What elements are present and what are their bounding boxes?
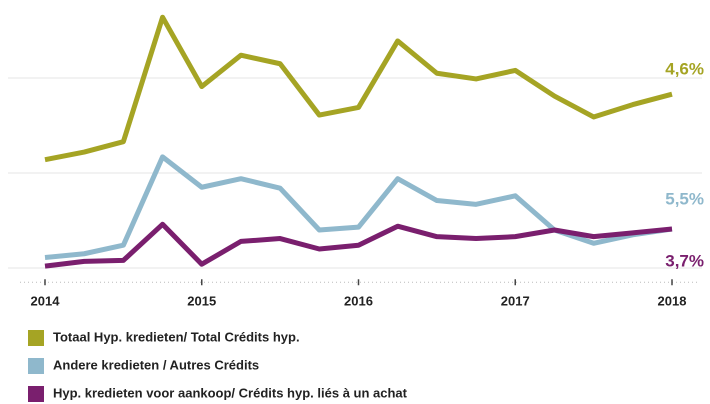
legend-swatch bbox=[28, 358, 44, 374]
legend-label: Andere kredieten / Autres Crédits bbox=[53, 357, 259, 372]
series-line bbox=[44, 14, 673, 163]
end-label: 5,5% bbox=[665, 190, 704, 209]
x-tick-label: 2017 bbox=[501, 294, 530, 309]
end-label: 3,7% bbox=[665, 252, 704, 271]
legend-label: Hyp. kredieten voor aankoop/ Crédits hyp… bbox=[53, 385, 408, 400]
end-label: 4,6% bbox=[665, 60, 704, 79]
legend-label: Totaal Hyp. kredieten/ Total Crédits hyp… bbox=[53, 329, 300, 344]
series-line bbox=[44, 221, 673, 269]
x-tick-label: 2016 bbox=[344, 294, 373, 309]
legend-swatch bbox=[28, 386, 44, 402]
x-tick-label: 2014 bbox=[31, 294, 61, 309]
x-tick-label: 2015 bbox=[187, 294, 216, 309]
x-tick-label: 2018 bbox=[658, 294, 687, 309]
legend-swatch bbox=[28, 330, 44, 346]
